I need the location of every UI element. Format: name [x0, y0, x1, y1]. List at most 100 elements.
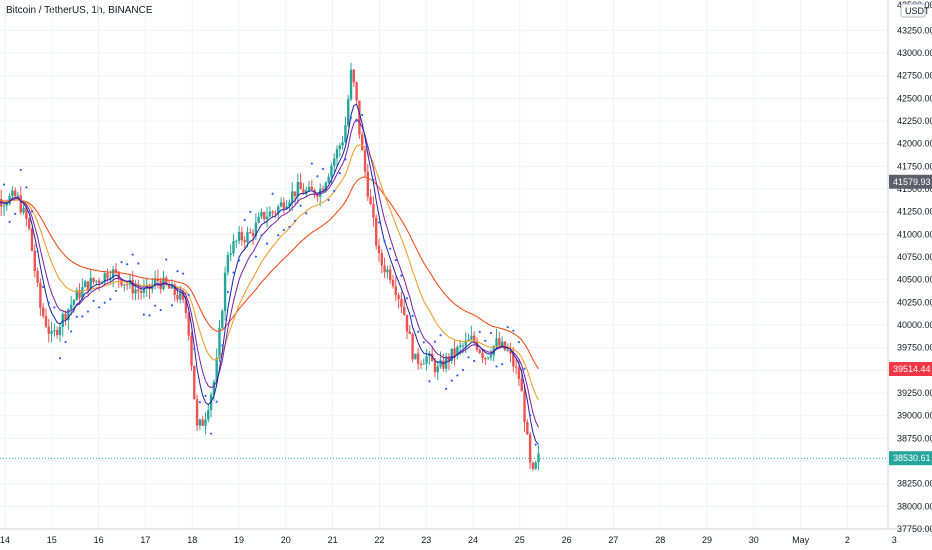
sar-dot	[411, 314, 414, 317]
candle-body	[173, 284, 176, 295]
candle-body	[526, 421, 529, 435]
candle-body	[226, 255, 230, 273]
y-tick-label: 42000.00	[897, 139, 932, 149]
sar-dot	[327, 198, 330, 202]
candle-body	[195, 399, 199, 426]
sar-dot	[226, 290, 229, 294]
candle-body	[86, 281, 90, 290]
sar-dot	[103, 301, 106, 304]
sar-dot	[338, 172, 341, 175]
sar-dot	[377, 221, 381, 224]
candle-body	[125, 284, 129, 286]
candle-body	[265, 216, 269, 220]
candle-body	[75, 290, 78, 301]
x-tick-label: 14	[0, 535, 10, 545]
candle-body	[470, 335, 473, 340]
candle-body	[453, 348, 456, 356]
price-tag	[889, 451, 932, 466]
candle-body	[27, 218, 31, 229]
y-tick-label: 40000.00	[897, 320, 932, 330]
candle-body	[81, 287, 84, 298]
candle-body	[67, 309, 70, 320]
candle-body	[246, 232, 249, 243]
sar-dot	[473, 359, 476, 363]
candle-body	[472, 335, 476, 341]
sar-dot	[529, 414, 532, 417]
y-tick-label: 38750.00	[897, 433, 932, 443]
candle-body	[352, 69, 356, 83]
x-tick-label: 30	[749, 535, 759, 545]
x-tick-label: 19	[234, 535, 244, 545]
x-tick-label: 29	[702, 535, 712, 545]
y-tick-label: 41500.00	[897, 184, 932, 194]
candle-body	[92, 277, 95, 282]
sar-dot	[265, 242, 269, 245]
x-tick-label: 20	[281, 535, 291, 545]
candle-body	[366, 171, 370, 197]
candle-body	[50, 331, 53, 334]
candle-body	[137, 289, 140, 292]
candle-body	[25, 207, 28, 219]
candle-body	[123, 284, 126, 286]
candle-body	[201, 419, 204, 426]
candle-body	[394, 286, 397, 296]
candle-body	[456, 346, 459, 356]
candle-body	[64, 313, 67, 320]
candle-body	[537, 453, 540, 463]
candle-body	[414, 353, 417, 360]
candle-body	[218, 327, 221, 358]
candle-body	[282, 202, 286, 210]
candle-body	[520, 378, 523, 392]
candle-body	[114, 269, 118, 272]
candle-body	[372, 204, 375, 218]
sar-dot	[293, 219, 297, 222]
sar-dot	[198, 401, 201, 404]
y-tick-label: 42750.00	[897, 71, 932, 81]
candle-body	[78, 290, 81, 298]
candle-body	[5, 203, 8, 206]
candle-body	[190, 335, 193, 366]
candle-body	[198, 419, 202, 426]
sar-dot	[70, 330, 73, 333]
price-tag-label: 39514.44	[893, 364, 931, 374]
x-tick-label: 23	[421, 535, 431, 545]
sar-dot	[181, 272, 185, 275]
candle-body	[131, 279, 134, 294]
candle-body	[327, 176, 330, 183]
sar-dot	[42, 285, 45, 289]
sar-dot	[58, 357, 62, 360]
y-tick-label: 40250.00	[897, 297, 932, 307]
sar-dot	[417, 330, 420, 333]
sar-dot	[506, 325, 509, 329]
sar-dot	[126, 263, 129, 266]
sar-dot	[299, 204, 302, 207]
candle-body	[358, 100, 361, 135]
candle-body	[134, 289, 137, 294]
y-tick-label: 38000.00	[897, 501, 932, 511]
y-tick-label: 38250.00	[897, 479, 932, 489]
candle-body	[106, 273, 109, 279]
candle-body	[430, 353, 434, 362]
sar-dot	[154, 304, 157, 307]
candle-body	[58, 326, 62, 336]
candle-body	[514, 366, 518, 368]
sar-dot	[14, 212, 17, 215]
sar-dot	[187, 293, 190, 297]
x-tick-label: 25	[515, 535, 525, 545]
candle-body	[400, 299, 403, 307]
candle-body	[13, 190, 17, 197]
sar-dot	[92, 299, 95, 302]
candle-body	[89, 277, 92, 290]
candle-body	[484, 358, 487, 360]
sar-dot	[512, 329, 515, 332]
candle-body	[279, 202, 283, 207]
currency-badge[interactable]	[900, 3, 926, 18]
candle-body	[184, 299, 188, 313]
sar-dot	[355, 119, 358, 122]
sar-dot	[478, 330, 481, 333]
sar-dot	[394, 259, 397, 262]
candle-body	[377, 245, 381, 254]
candle-body	[349, 69, 353, 100]
y-tick-label: 43250.00	[897, 25, 932, 35]
